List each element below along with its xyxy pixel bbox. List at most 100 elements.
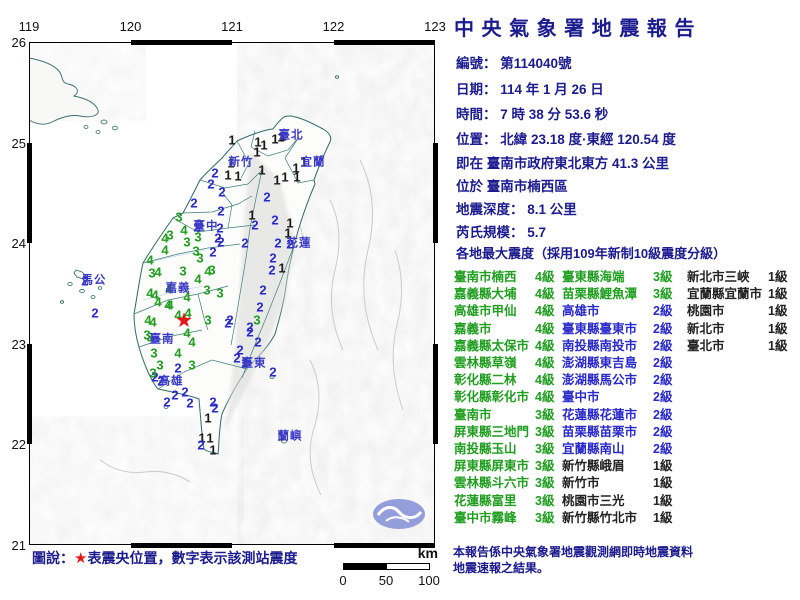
- china-islands: [83, 119, 118, 134]
- map-legend: 圖說：★表震央位置，數字表示該測站震度: [32, 548, 297, 568]
- lon-tick-label: 122: [322, 19, 345, 34]
- map-station-intensity: 2: [251, 217, 259, 233]
- map-station-intensity: 4: [180, 222, 188, 238]
- intensity-row: 新竹縣竹北市 1級: [562, 508, 672, 525]
- map-station-intensity: 3: [183, 234, 191, 250]
- station-name: 雲林縣斗六市: [454, 476, 530, 491]
- map-station-intensity: 2: [217, 203, 225, 219]
- footer-note-line2: 地震速報之結果。: [453, 561, 550, 575]
- lon-tick-label: 119: [18, 19, 40, 34]
- map-station-intensity: 2: [193, 219, 201, 235]
- scale-bar: [343, 563, 430, 570]
- map-station-intensity: 3: [194, 229, 202, 245]
- map-station-intensity: 2: [157, 373, 165, 389]
- intensity-row: 苗栗縣鯉魚潭 3級: [562, 284, 672, 301]
- map-station-intensity: 1: [227, 155, 235, 171]
- map-station-intensity: 1: [254, 134, 262, 150]
- map-station-intensity: 3: [149, 365, 157, 381]
- station-name: 彰化縣二林: [454, 373, 517, 388]
- map-station-intensity: 1: [277, 428, 285, 444]
- station-name: 新竹市: [562, 476, 600, 491]
- map-station-intensity: 3: [150, 345, 158, 361]
- station-intensity: 2級: [653, 338, 673, 353]
- map-station-intensity: 2: [236, 342, 244, 358]
- map-station-intensity: 1: [273, 172, 281, 188]
- map-station-intensity: 4: [154, 294, 162, 310]
- station-name: 屏東縣三地門: [454, 424, 530, 439]
- map-station-intensity: 1: [204, 410, 212, 426]
- station-name: 高雄市: [562, 304, 600, 319]
- intensity-row: 高雄市 2級: [562, 301, 672, 318]
- map-station-intensity: 3: [253, 312, 261, 328]
- intensity-row: 雲林縣草嶺 4級: [454, 353, 554, 370]
- station-intensity: 4級: [535, 304, 555, 319]
- map-station-intensity: 2: [190, 195, 198, 211]
- map-city-label: 臺北: [278, 129, 304, 142]
- map-station-intensity: 4: [144, 312, 152, 328]
- map-city-label: 嘉義: [165, 282, 191, 295]
- map-station-intensity: 2: [241, 235, 249, 251]
- station-intensity: 3級: [535, 407, 555, 422]
- map-station-intensity: 4: [183, 289, 191, 305]
- map-station-intensity: 4: [164, 297, 172, 313]
- map-city-label: 臺南: [149, 333, 175, 346]
- intensity-row: 南投縣南投市 2級: [562, 336, 672, 353]
- map-station-intensity: 2: [211, 400, 219, 416]
- intensity-row: 臺東縣海端 3級: [562, 267, 672, 284]
- map-station-intensity: 1: [260, 137, 268, 153]
- intensity-row: 屏東縣屏東市 3級: [454, 456, 554, 473]
- map-station-intensity: 4: [151, 287, 159, 303]
- map-station-intensity: 2: [226, 312, 234, 328]
- intensity-row: 雲林縣斗六市 3級: [454, 473, 554, 490]
- station-name: 苗栗縣鯉魚潭: [562, 287, 638, 302]
- map-station-intensity: 4: [146, 285, 154, 301]
- map-station-intensity: 3: [143, 327, 151, 343]
- map-station-intensity: 3: [192, 243, 200, 259]
- epicenter-star-icon: ★: [175, 310, 193, 332]
- station-name: 高雄市甲仙: [454, 304, 517, 319]
- scale-0: 0: [339, 573, 347, 588]
- map-station-intensity: 1: [248, 207, 256, 223]
- intensity-row: 桃園市 1級: [687, 301, 787, 318]
- station-intensity: 3級: [535, 510, 555, 525]
- intensity-row: 臺北市 1級: [687, 336, 787, 353]
- station-name: 臺南市楠西: [454, 270, 517, 285]
- info-line-3: 位置： 北緯 23.18 度·東經 120.54 度: [456, 132, 676, 147]
- map-station-intensity: 4: [149, 314, 157, 330]
- station-intensity: 4級: [535, 356, 555, 371]
- station-name: 臺東縣海端: [562, 270, 625, 285]
- intensity-column-1: 臺南市楠西 4級 嘉義縣大埔 4級 高雄市甲仙 4級 嘉義市 4級 嘉義縣太保市 4級 雲林縣草嶺 4…: [454, 267, 554, 525]
- map-station-intensity: 2: [268, 262, 276, 278]
- map-station-intensity: 2: [246, 319, 254, 335]
- station-name: 新北市三峽: [687, 270, 750, 285]
- map-station-intensity: 2: [286, 236, 294, 252]
- map-station-intensity: 1: [300, 154, 308, 170]
- map-station-intensity: 2: [269, 364, 277, 380]
- intensity-row: 嘉義市 4級: [454, 319, 554, 336]
- county-boundaries: [133, 130, 315, 390]
- china-coastline: [29, 57, 99, 125]
- lat-tick-label: 22: [11, 437, 26, 453]
- map-station-intensity: 2: [224, 315, 232, 331]
- intensity-map: 119 120 121 122 123 26 25 24 23 22 21 1 1 1 1 1 1 1 1 1 1 1 1 1…: [11, 19, 446, 588]
- lon-tick-label: 121: [221, 19, 243, 34]
- map-station-intensity: 4: [154, 264, 162, 280]
- station-name: 嘉義市: [454, 321, 492, 336]
- frame-border-segment: [432, 343, 438, 445]
- station-intensity: 3級: [535, 493, 555, 508]
- station-name: 桃園市三光: [562, 493, 625, 508]
- station-name: 臺中市霧峰: [454, 510, 517, 525]
- map-station-intensity: 4: [161, 230, 169, 246]
- map-city-label: 蘭嶼: [277, 430, 303, 443]
- station-intensity: 3級: [653, 287, 673, 302]
- map-city-label: 宜蘭: [300, 156, 326, 169]
- station-intensity: 3級: [535, 441, 555, 456]
- station-intensity: 4級: [535, 321, 555, 336]
- scale-50: 50: [378, 573, 394, 588]
- station-intensity: 2級: [653, 441, 673, 456]
- map-station-intensity: 1: [277, 129, 285, 145]
- station-intensity: 1級: [768, 321, 788, 336]
- intensity-row: 新北市 1級: [687, 319, 787, 336]
- cwa-logo: [373, 499, 425, 529]
- map-station-intensity: 1: [228, 132, 236, 148]
